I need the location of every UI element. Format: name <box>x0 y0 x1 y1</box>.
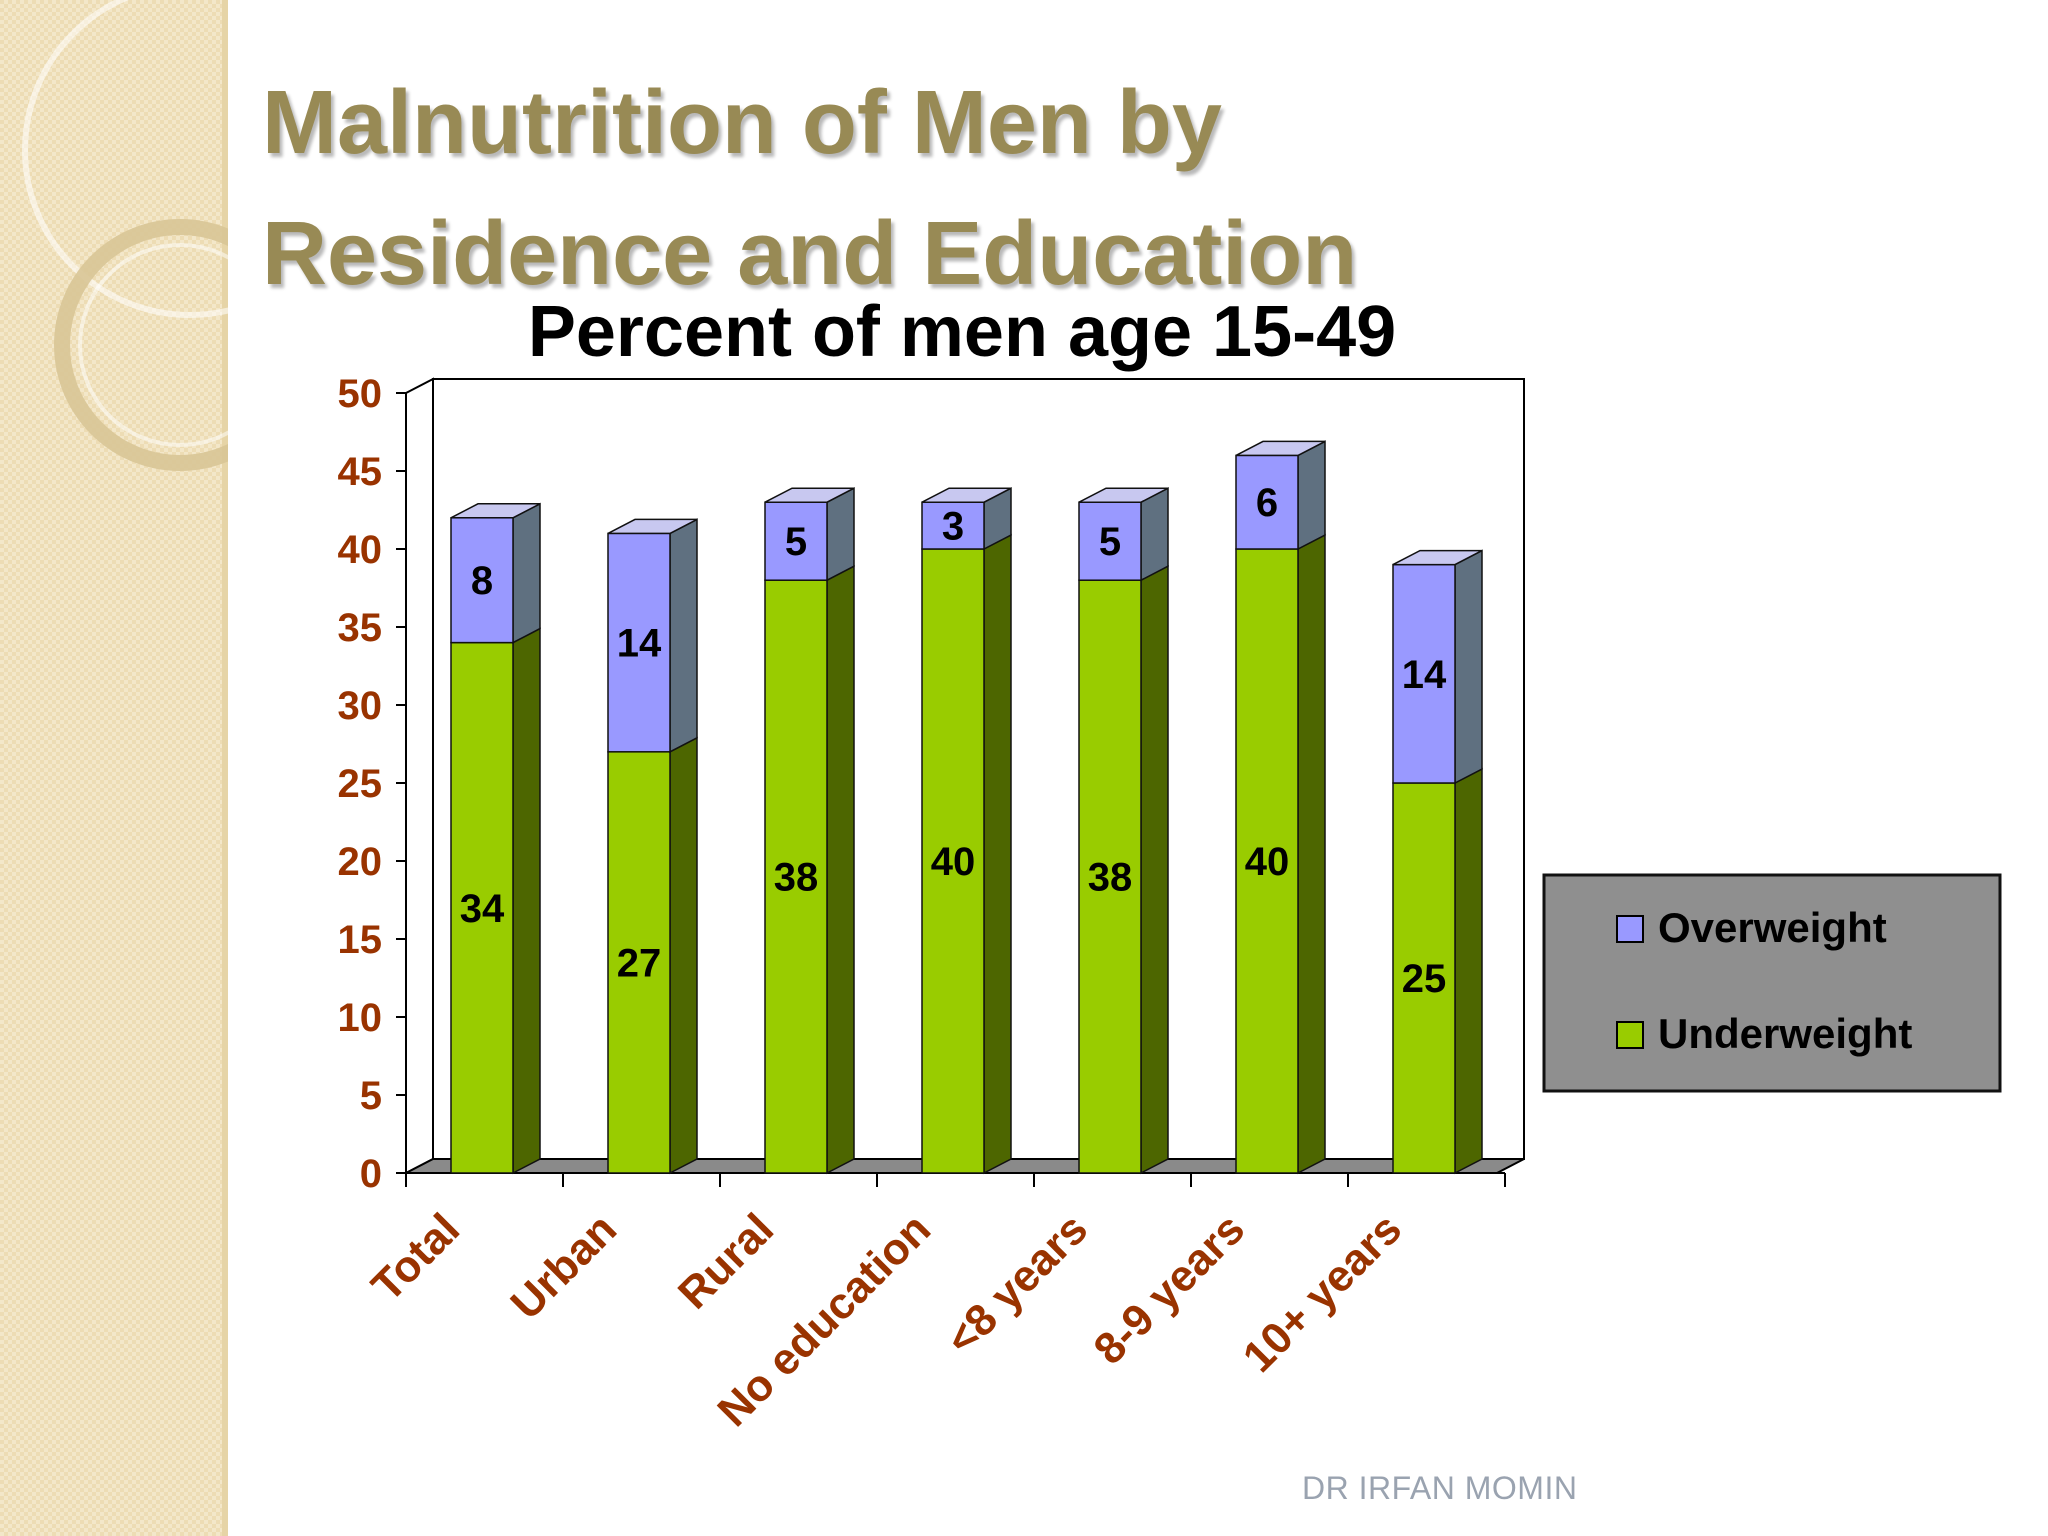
y-tick-label: 10 <box>338 996 383 1040</box>
x-category-label: Total <box>362 1204 469 1311</box>
bar-side <box>512 627 541 1175</box>
x-category-label: 8-9 years <box>1084 1204 1254 1374</box>
y-tick-label: 20 <box>338 840 383 884</box>
bar-value-label: 3 <box>942 505 964 549</box>
legend-swatch <box>1616 915 1644 943</box>
bar-top <box>764 487 855 503</box>
bar-segment <box>921 501 985 550</box>
slide-title-line-2: Residence and Education <box>262 204 1358 304</box>
bar-top <box>1235 440 1326 457</box>
legend-swatch <box>1616 1021 1644 1049</box>
decorative-side-panel <box>0 0 228 1536</box>
bar-value-label: 25 <box>1402 957 1447 1001</box>
bar-side <box>669 518 698 754</box>
bar-side <box>1454 767 1483 1175</box>
bar-side <box>826 486 855 582</box>
y-tick-label: 15 <box>338 918 383 962</box>
chart-title: Percent of men age 15-49 <box>528 292 1396 372</box>
plot-side-wall <box>405 377 434 1175</box>
bar-value-label: 6 <box>1256 481 1278 525</box>
legend: Overweight Underweight <box>1542 873 2002 1093</box>
bar-side <box>1297 533 1326 1175</box>
bar-segment <box>764 501 828 581</box>
bar-segment <box>921 548 985 1174</box>
bar-segment <box>607 751 671 1174</box>
bar-value-label: 14 <box>617 622 662 666</box>
bar-side <box>1297 440 1326 551</box>
footer-author: DR IRFAN MOMIN <box>1302 1470 1578 1506</box>
bar-top <box>921 487 1012 503</box>
bar-value-label: 27 <box>617 941 662 985</box>
y-tick-label: 50 <box>338 372 383 416</box>
bar-top <box>1392 549 1483 566</box>
bar-value-label: 40 <box>1245 840 1290 884</box>
bar-side <box>669 736 698 1175</box>
y-tick-label: 30 <box>338 684 383 728</box>
bar-segment <box>607 532 671 753</box>
legend-label: Overweight <box>1658 904 1887 951</box>
bar-value-label: 34 <box>460 887 505 931</box>
bar-side <box>1454 549 1483 785</box>
y-tick-label: 25 <box>338 762 383 806</box>
y-tick-label: 35 <box>338 606 383 650</box>
x-category-label: Rural <box>669 1204 783 1318</box>
slide-title: Malnutrition of Men by Residence and Edu… <box>262 58 1357 320</box>
legend-box <box>1542 873 2002 1093</box>
data-labels-layer: 34 8 27 14 38 5 40 3 38 5 40 6 25 14 <box>460 481 1447 1001</box>
bar-side <box>1140 564 1169 1175</box>
y-tick-label: 45 <box>338 450 383 494</box>
bar-side <box>826 564 855 1175</box>
bar-segment <box>1392 782 1456 1174</box>
x-category-label: Urban <box>502 1204 627 1329</box>
bar-side <box>983 533 1012 1175</box>
x-category-label: <8 years <box>937 1204 1097 1364</box>
bar-value-label: 8 <box>471 559 493 603</box>
bar-top <box>607 518 698 535</box>
bar-value-label: 38 <box>774 856 819 900</box>
x-category-label: 10+ years <box>1234 1204 1411 1381</box>
bar-side <box>512 502 541 644</box>
y-tick-label: 5 <box>360 1074 382 1118</box>
legend-label: Underweight <box>1658 1010 1912 1057</box>
bar-value-label: 14 <box>1402 653 1447 697</box>
bar-value-label: 38 <box>1088 856 1133 900</box>
slide-title-line-1: Malnutrition of Men by <box>262 73 1222 173</box>
bar-value-label: 5 <box>1099 520 1121 564</box>
bars-layer <box>450 440 1483 1175</box>
bar-segment <box>1078 579 1142 1174</box>
bar-top <box>1078 487 1169 503</box>
y-tick-label: 40 <box>338 528 383 572</box>
bar-segment <box>1078 501 1142 581</box>
bar-value-label: 40 <box>931 840 976 884</box>
bar-segment <box>764 579 828 1174</box>
y-axis: 0 5 10 15 20 25 30 35 40 45 50 <box>338 372 407 1196</box>
y-tick-label: 0 <box>360 1152 382 1196</box>
bar-side <box>1140 486 1169 582</box>
bar-top <box>450 503 541 519</box>
bar-value-label: 5 <box>785 520 807 564</box>
